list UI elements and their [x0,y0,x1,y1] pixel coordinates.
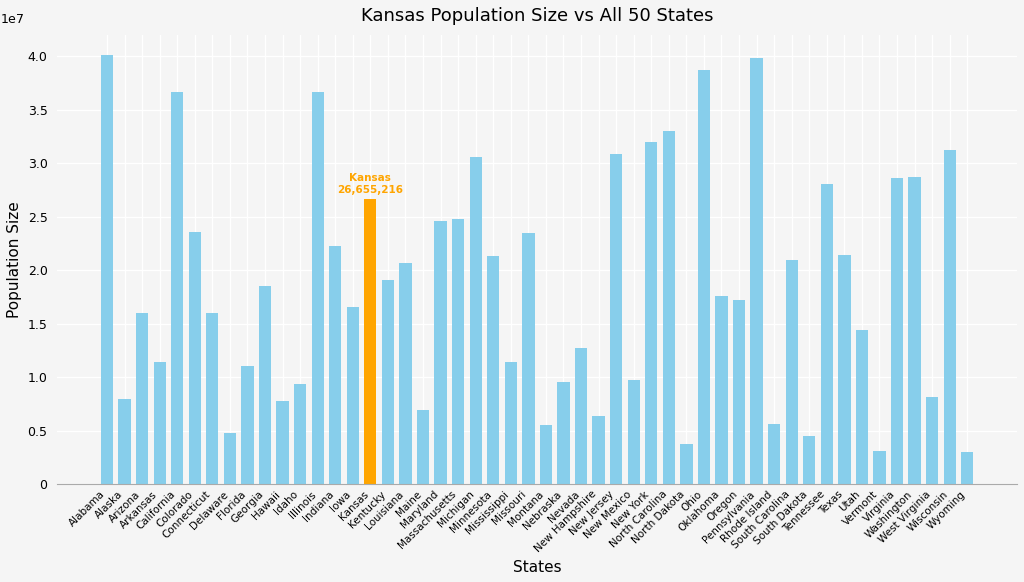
Bar [434,221,446,484]
Bar [908,177,921,484]
Bar [733,300,745,484]
Bar [329,246,341,484]
Bar [242,366,254,484]
Text: $\mathregular{1e7}$: $\mathregular{1e7}$ [0,13,25,26]
Bar [610,154,623,484]
Bar [716,296,728,484]
Bar [171,93,183,484]
Bar [628,381,640,484]
Bar [487,256,500,484]
Bar [943,150,955,484]
Bar [891,178,903,484]
Bar [593,416,605,484]
Bar [839,255,851,484]
Bar [452,219,464,484]
Bar [505,361,517,484]
Bar [154,362,166,484]
Bar [259,286,271,484]
Bar [557,382,569,484]
Bar [119,399,131,484]
Bar [697,70,710,484]
Bar [926,396,938,484]
Bar [540,425,552,484]
Bar [347,307,359,484]
Bar [470,157,482,484]
Bar [206,313,218,484]
Bar [294,384,306,484]
Bar [645,141,657,484]
Bar [417,410,429,484]
Bar [873,450,886,484]
X-axis label: States: States [513,560,561,575]
Bar [803,436,815,484]
Bar [136,313,148,484]
Y-axis label: Population Size: Population Size [7,201,22,318]
Text: Kansas
26,655,216: Kansas 26,655,216 [337,173,403,195]
Bar [311,92,324,484]
Bar [382,280,394,484]
Bar [365,199,377,484]
Bar [399,263,412,484]
Bar [962,452,974,484]
Bar [100,55,113,484]
Bar [751,58,763,484]
Bar [820,184,833,484]
Bar [663,131,675,484]
Bar [188,232,201,484]
Bar [768,424,780,484]
Bar [680,443,692,484]
Title: Kansas Population Size vs All 50 States: Kansas Population Size vs All 50 States [360,7,714,25]
Bar [224,433,237,484]
Bar [522,233,535,484]
Bar [574,348,587,484]
Bar [856,331,868,484]
Bar [785,260,798,484]
Bar [276,401,289,484]
